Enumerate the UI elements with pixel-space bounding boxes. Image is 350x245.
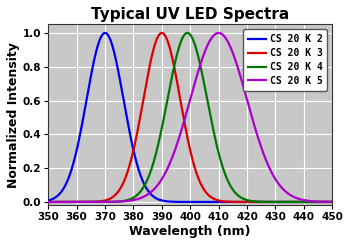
X-axis label: Wavelength (nm): Wavelength (nm) (130, 225, 251, 238)
CS 20 K 4 (155, 147, 159, 150)
CS 20 K 4 (185, 31, 189, 34)
CS 20 K 4 (324, 200, 329, 203)
CS 20 K 2 (46, 199, 50, 202)
CS 20 K 4 (78, 200, 83, 203)
Text: THORLABS: THORLABS (288, 32, 325, 41)
CS 20 K 5 (330, 200, 334, 203)
CS 20 K 2 (103, 31, 107, 34)
CS 20 K 4 (330, 200, 334, 203)
Line: CS 20 K 5: CS 20 K 5 (48, 33, 332, 202)
Line: CS 20 K 4: CS 20 K 4 (48, 33, 332, 202)
CS 20 K 3 (330, 200, 334, 203)
CS 20 K 5 (294, 196, 298, 199)
CS 20 K 2 (78, 130, 83, 133)
CS 20 K 3 (324, 200, 329, 203)
CS 20 K 4 (96, 200, 100, 203)
CS 20 K 2 (330, 200, 334, 203)
CS 20 K 5 (324, 200, 329, 203)
Y-axis label: Normalized Intensity: Normalized Intensity (7, 42, 20, 188)
CS 20 K 3 (78, 200, 83, 203)
CS 20 K 4 (294, 200, 298, 203)
CS 20 K 2 (167, 200, 172, 203)
CS 20 K 2 (294, 200, 298, 203)
CS 20 K 3 (96, 200, 100, 203)
CS 20 K 3 (294, 200, 298, 203)
Legend: CS 20 K 2, CS 20 K 3, CS 20 K 4, CS 20 K 5: CS 20 K 2, CS 20 K 3, CS 20 K 4, CS 20 K… (243, 29, 327, 91)
CS 20 K 5 (96, 200, 100, 203)
CS 20 K 5 (167, 163, 172, 166)
CS 20 K 2 (96, 45, 100, 48)
CS 20 K 3 (155, 37, 159, 40)
Line: CS 20 K 2: CS 20 K 2 (48, 33, 332, 202)
CS 20 K 3 (46, 200, 50, 203)
CS 20 K 5 (155, 184, 159, 187)
CS 20 K 5 (78, 200, 83, 203)
CS 20 K 4 (46, 200, 50, 203)
Line: CS 20 K 3: CS 20 K 3 (48, 33, 332, 202)
CS 20 K 2 (155, 197, 159, 200)
CS 20 K 5 (46, 200, 50, 203)
CS 20 K 3 (167, 46, 172, 49)
CS 20 K 2 (324, 200, 329, 203)
CS 20 K 4 (167, 88, 172, 91)
CS 20 K 3 (160, 31, 164, 34)
CS 20 K 5 (216, 31, 221, 34)
Title: Typical UV LED Spectra: Typical UV LED Spectra (91, 7, 289, 22)
